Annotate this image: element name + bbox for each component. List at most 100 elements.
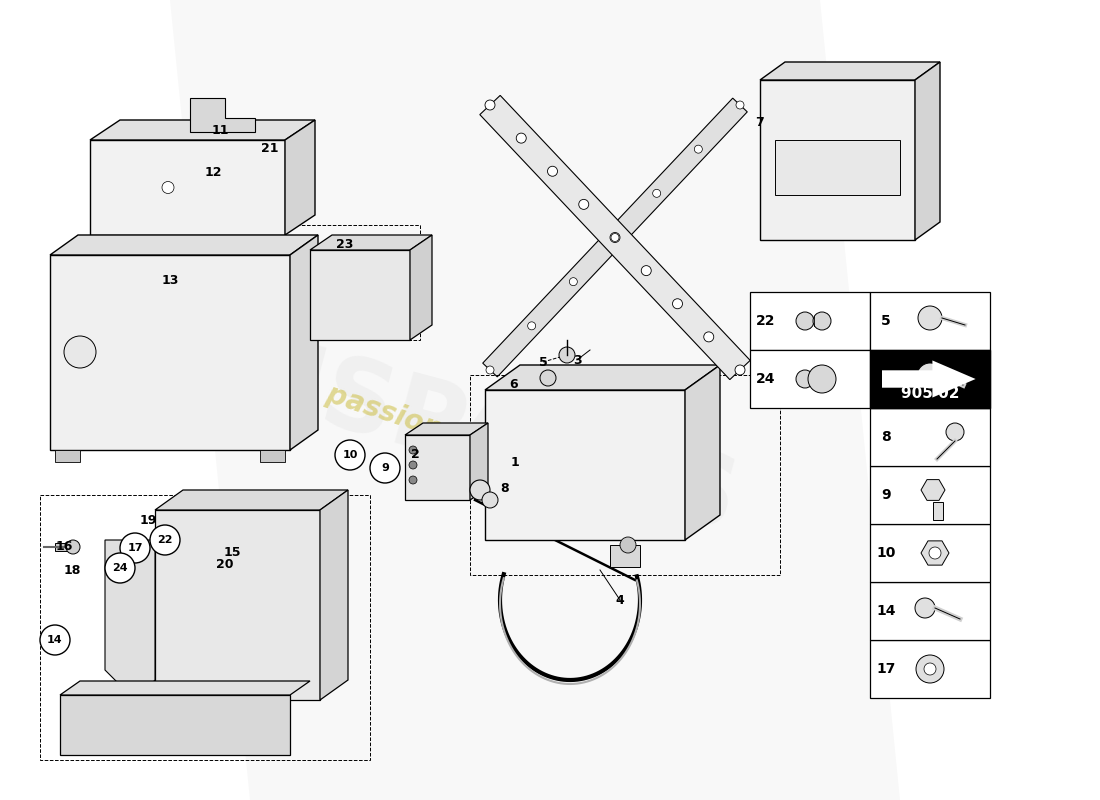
Circle shape [485,100,495,110]
Circle shape [409,476,417,484]
Circle shape [336,440,365,470]
Bar [870,292,990,350]
Text: a passion for parts: a passion for parts [296,371,584,489]
Polygon shape [485,365,720,390]
Text: 14: 14 [47,635,63,645]
Bar [260,450,285,462]
Bar [870,640,990,698]
Circle shape [796,312,814,330]
Bar [90,140,285,235]
Bar [870,582,990,640]
Text: 4: 4 [616,594,625,606]
Circle shape [579,199,588,210]
Circle shape [409,461,417,469]
Text: 24: 24 [112,563,128,573]
Polygon shape [882,361,976,398]
Polygon shape [310,235,432,250]
Polygon shape [50,235,318,255]
Text: 16: 16 [55,541,73,554]
Polygon shape [60,681,310,695]
Text: 6: 6 [881,372,891,386]
Text: 21: 21 [262,142,278,154]
Circle shape [946,423,964,441]
Circle shape [482,492,498,508]
Circle shape [162,182,174,194]
Bar [933,502,943,520]
Polygon shape [760,62,940,80]
Bar [255,225,420,340]
Bar [870,524,990,582]
Text: 5: 5 [881,314,891,328]
Text: 15: 15 [223,546,241,558]
Text: 18: 18 [64,563,80,577]
Text: 24: 24 [757,372,776,386]
Bar [60,695,290,755]
Circle shape [915,598,935,618]
Polygon shape [290,235,318,450]
Circle shape [918,306,942,330]
Bar [310,250,410,340]
Circle shape [540,370,556,386]
Polygon shape [405,423,488,435]
Text: 17: 17 [877,662,895,676]
Bar [870,408,990,466]
Circle shape [470,480,490,500]
Text: 22: 22 [757,314,776,328]
Polygon shape [685,365,720,540]
Polygon shape [480,95,750,380]
Text: 17: 17 [128,543,143,553]
Bar [610,545,640,567]
Circle shape [120,533,150,563]
Bar [776,140,900,195]
Polygon shape [320,490,348,700]
Circle shape [409,446,417,454]
Circle shape [559,347,575,363]
Circle shape [370,453,400,483]
Circle shape [620,537,636,553]
Circle shape [104,553,135,583]
Circle shape [672,298,682,309]
Polygon shape [921,541,949,565]
Text: 8: 8 [881,430,891,444]
Polygon shape [410,235,432,340]
Polygon shape [90,120,315,140]
Text: 9: 9 [381,463,389,473]
Bar [50,255,290,450]
Circle shape [736,101,744,109]
Circle shape [40,625,70,655]
Text: since 1985: since 1985 [412,460,547,520]
Polygon shape [190,98,255,132]
Circle shape [528,322,536,330]
Circle shape [570,278,578,286]
Bar [155,510,320,700]
Text: 22: 22 [157,535,173,545]
Text: 1: 1 [510,455,519,469]
Circle shape [694,145,702,153]
Text: 6: 6 [509,378,518,391]
Bar [40,495,370,760]
Bar [750,292,870,350]
Circle shape [610,233,620,242]
Circle shape [610,234,619,242]
Bar [760,80,915,240]
Polygon shape [285,120,315,235]
Bar [870,350,990,408]
Circle shape [548,166,558,176]
Circle shape [813,312,830,330]
Circle shape [930,547,940,559]
Circle shape [924,663,936,675]
Text: 11: 11 [211,123,229,137]
Circle shape [917,363,943,389]
Polygon shape [470,423,488,500]
Text: 13: 13 [162,274,178,286]
Polygon shape [104,540,155,700]
Circle shape [66,540,80,554]
Bar [870,466,990,524]
Circle shape [516,133,526,143]
Text: 3: 3 [573,354,581,366]
Circle shape [652,190,661,198]
Circle shape [916,655,944,683]
Circle shape [486,366,494,374]
Circle shape [704,332,714,342]
Text: 9: 9 [881,488,891,502]
